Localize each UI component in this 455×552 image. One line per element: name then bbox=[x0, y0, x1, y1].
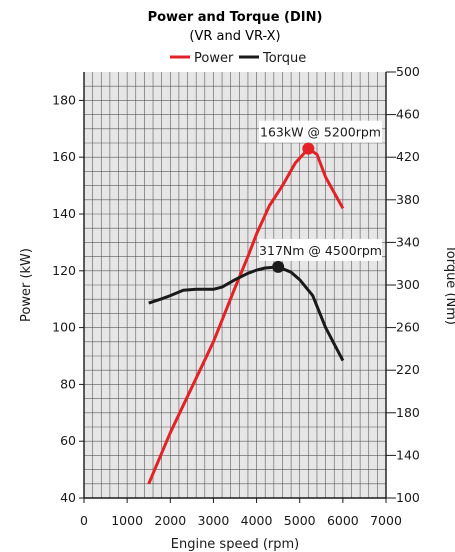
left-y-tick-label: 80 bbox=[60, 376, 76, 391]
legend-power-label: Power bbox=[194, 51, 234, 66]
right-y-tick-label: 460 bbox=[396, 107, 420, 122]
right-y-tick-label: 500 bbox=[396, 64, 420, 79]
right-y-tick-label: 300 bbox=[396, 277, 420, 292]
x-tick-label: 5000 bbox=[284, 513, 316, 528]
left-y-tick-label: 100 bbox=[52, 320, 76, 335]
right-y-tick-label: 220 bbox=[396, 362, 420, 377]
x-tick-label: 3000 bbox=[198, 513, 230, 528]
legend: Power Torque bbox=[170, 51, 306, 66]
left-y-axis-label: Power (kW) bbox=[19, 248, 34, 322]
legend-torque-label: Torque bbox=[262, 51, 306, 66]
x-tick-label: 0 bbox=[80, 513, 88, 528]
right-y-tick-label: 180 bbox=[396, 405, 420, 420]
x-tick-label: 6000 bbox=[327, 513, 359, 528]
right-y-axis-ticks: 100 140 180 220 260 300 340 380 420 460 500 bbox=[386, 64, 420, 505]
x-tick-label: 4000 bbox=[241, 513, 273, 528]
chart-subtitle: (VR and VR-X) bbox=[189, 29, 280, 44]
chart-title: Power and Torque (DIN) bbox=[148, 10, 323, 25]
x-axis-ticks: 0 1000 2000 3000 4000 5000 6000 7000 bbox=[80, 498, 402, 528]
left-y-tick-label: 60 bbox=[60, 433, 76, 448]
x-tick-label: 7000 bbox=[370, 513, 402, 528]
annotations: 163kW @ 5200rpm 317Nm @ 4500rpm bbox=[259, 120, 382, 273]
annotation-label: 163kW @ 5200rpm bbox=[260, 125, 381, 140]
annotation-marker-torque bbox=[272, 260, 285, 273]
annotation-box bbox=[259, 120, 382, 143]
x-axis-label: Engine speed (rpm) bbox=[171, 537, 300, 552]
left-y-tick-label: 120 bbox=[52, 263, 76, 278]
right-y-tick-label: 420 bbox=[396, 149, 420, 164]
x-tick-label: 1000 bbox=[111, 513, 143, 528]
right-y-axis-label: Torque (Nm) bbox=[443, 244, 455, 325]
left-y-tick-label: 40 bbox=[60, 490, 76, 505]
left-y-tick-label: 160 bbox=[52, 149, 76, 164]
annotation-label: 317Nm @ 4500rpm bbox=[259, 243, 382, 258]
right-y-tick-label: 380 bbox=[396, 192, 420, 207]
series-line-torque bbox=[148, 265, 345, 362]
right-y-tick-label: 340 bbox=[396, 234, 420, 249]
right-y-tick-label: 140 bbox=[396, 447, 420, 462]
right-y-tick-label: 100 bbox=[396, 490, 420, 505]
left-y-axis-ticks: 40 60 80 100 120 140 160 180 bbox=[52, 92, 84, 505]
series-lines bbox=[147, 147, 345, 485]
left-y-tick-label: 140 bbox=[52, 206, 76, 221]
left-y-tick-label: 180 bbox=[52, 92, 76, 107]
right-y-tick-label: 260 bbox=[396, 320, 420, 335]
series-line-power bbox=[147, 147, 345, 485]
grid-lines bbox=[84, 72, 386, 498]
x-tick-label: 2000 bbox=[154, 513, 186, 528]
annotation-marker-power bbox=[302, 142, 315, 155]
annotation-box bbox=[259, 238, 382, 261]
